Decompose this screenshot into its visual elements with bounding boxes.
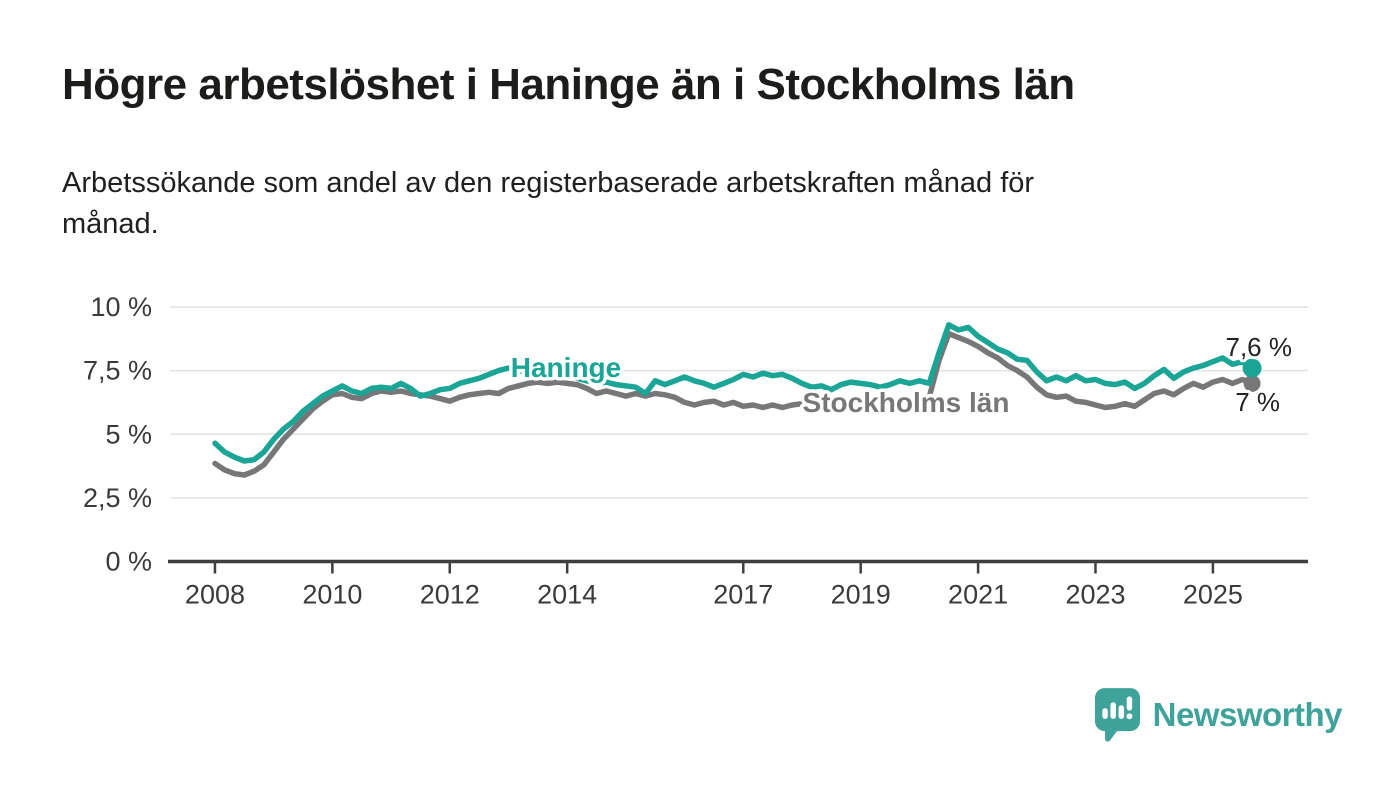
x-tick-label: 2010 xyxy=(302,580,362,610)
x-tick-label: 2025 xyxy=(1183,580,1243,610)
series-end-dot xyxy=(1243,374,1261,392)
series-end-value-label: 7 % xyxy=(1235,387,1280,417)
x-tick-label: 2021 xyxy=(948,580,1008,610)
y-tick-label: 7,5 % xyxy=(83,356,152,386)
series-label-stockholms-lan: Stockholms län xyxy=(803,387,1010,418)
x-tick-label: 2017 xyxy=(713,580,773,610)
subtitle-line-1: Arbetssökande som andel av den registerb… xyxy=(62,167,1035,199)
x-tick-label: 2008 xyxy=(185,580,245,610)
y-tick-label: 2,5 % xyxy=(83,483,152,513)
series-end-dot xyxy=(1242,358,1262,378)
brand-wordmark: Newsworthy xyxy=(1152,695,1343,733)
page-subtitle: Arbetssökande som andel av den registerb… xyxy=(62,163,1034,244)
x-tick-label: 2012 xyxy=(420,580,480,610)
series-line-stockholms-lan xyxy=(212,330,1255,478)
x-tick-label: 2023 xyxy=(1065,580,1125,610)
page-title: Högre arbetslöshet i Haninge än i Stockh… xyxy=(62,60,1075,109)
subtitle-line-2: månad. xyxy=(62,207,159,240)
y-tick-label: 5 % xyxy=(105,419,152,449)
bar-chart-speech-bubble-icon xyxy=(1094,688,1140,742)
x-tick-label: 2014 xyxy=(537,580,597,610)
series-end-value-label: 7,6 % xyxy=(1226,332,1293,362)
y-tick-label: 0 % xyxy=(105,547,152,577)
brand-link[interactable]: Newsworthy xyxy=(1094,687,1343,742)
series-label-haninge: Haninge xyxy=(511,352,621,383)
x-tick-label: 2019 xyxy=(831,580,891,610)
series-line-haninge xyxy=(212,322,1255,464)
y-tick-label: 10 % xyxy=(90,292,152,322)
